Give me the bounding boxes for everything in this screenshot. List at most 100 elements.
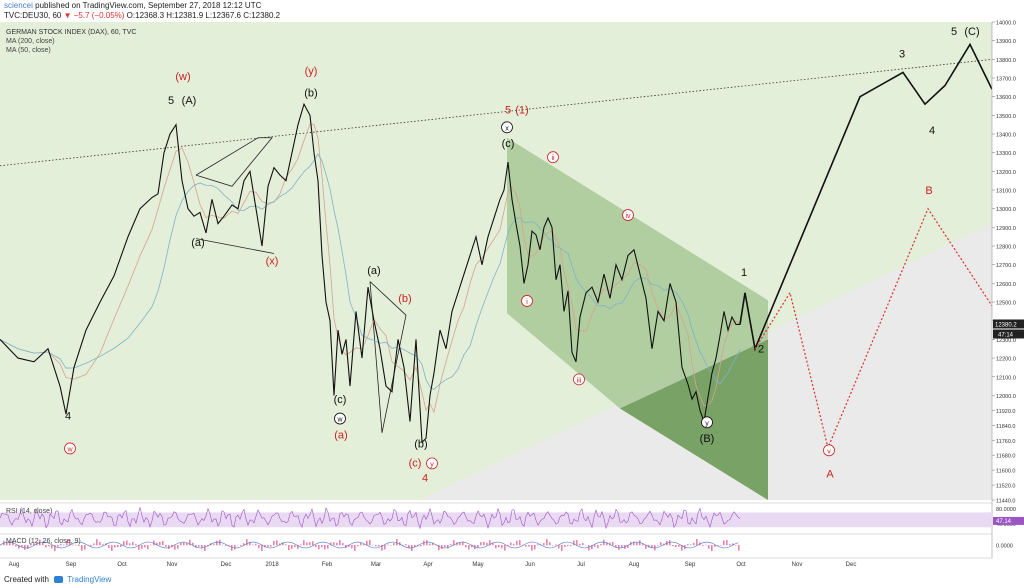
time-tick-label-3: Nov (167, 562, 178, 568)
macd-bar (48, 545, 50, 547)
time-tick-label-11: Jul (577, 562, 585, 568)
tradingview-logo-icon (54, 575, 64, 583)
macd-bar (78, 545, 80, 546)
macd-bar (24, 545, 26, 550)
macd-bar (672, 545, 674, 546)
macd-bar (456, 542, 458, 546)
macd-bar (174, 545, 176, 550)
macd-bar (306, 542, 308, 546)
macd-bar (276, 540, 278, 546)
macd-bar (519, 540, 521, 546)
wave-label-16: y (430, 461, 434, 468)
chart-canvas[interactable]: 4 w 5 (A) (w) (a) (x) (y) (b) (a) (b) (c) w (a) (b) (c)… (0, 0, 1024, 572)
macd-bar (405, 544, 407, 546)
macd-bar (153, 540, 155, 546)
macd-bar (702, 545, 704, 546)
wave-label-36: A (826, 469, 834, 481)
tradingview-brand[interactable]: TradingView (67, 575, 112, 584)
macd-bar (645, 545, 647, 549)
macd-bar (72, 544, 74, 546)
macd-bar (441, 545, 443, 549)
macd-bar (42, 542, 44, 546)
published-text: published on TradingView.com, September … (35, 1, 262, 10)
rsi-title: RSI (14, close) (6, 508, 52, 515)
macd-bar (318, 545, 320, 550)
macd-bar (636, 542, 638, 546)
macd-bar (255, 543, 257, 546)
macd-bar (600, 543, 602, 546)
macd-bar (267, 545, 269, 547)
macd-bar (513, 543, 515, 546)
macd-bar (576, 540, 578, 546)
macd-bar (453, 540, 455, 546)
price-tick-label-21: 11920.0 (996, 409, 1015, 415)
macd-bar (111, 545, 113, 551)
macd-bar (504, 545, 506, 551)
macd-bar (141, 545, 143, 549)
macd-bar (6, 542, 8, 546)
macd-bar (366, 540, 368, 546)
wave-label-8: (b) (304, 88, 317, 100)
price-tick-label-11: 12900.0 (996, 226, 1016, 232)
macd-bar (501, 545, 503, 549)
macd-bar (162, 540, 164, 546)
macd-bar (150, 544, 152, 546)
macd-bar (270, 545, 272, 547)
macd-bar (279, 543, 281, 546)
price-tick-label-9: 13100.0 (996, 189, 1016, 195)
time-tick-label-14: Oct (736, 562, 746, 568)
macd-bar (147, 545, 149, 550)
macd-bar (492, 543, 494, 546)
macd-bar (714, 545, 716, 547)
wave-label-14: (b) (414, 439, 427, 451)
macd-bar (732, 543, 734, 546)
macd-bar (657, 545, 659, 546)
macd-bar (642, 543, 644, 546)
macd-bar (327, 545, 329, 549)
wave-label-21: (c) (502, 138, 515, 150)
wave-label-18: 5 (505, 104, 511, 116)
macd-bar (693, 542, 695, 546)
triangle-pattern-left (195, 137, 273, 187)
macd-bar (525, 545, 527, 547)
price-tick-label-20: 12000.0 (996, 394, 1016, 400)
macd-bar (51, 545, 53, 549)
macd-bar (333, 542, 335, 546)
macd-bar (339, 539, 341, 546)
created-with-text: Created with (4, 575, 49, 584)
macd-bar (258, 545, 260, 549)
macd-bar (660, 542, 662, 546)
wave-label-13: (a) (334, 429, 347, 441)
wave-label-28: 1 (741, 267, 747, 279)
wave-label-26: y (705, 420, 709, 427)
macd-bar (39, 539, 41, 546)
macd-bar (621, 545, 623, 548)
macd-bar (156, 542, 158, 546)
macd-bar (678, 545, 680, 547)
macd-bar (633, 541, 635, 546)
time-tick-label-15: Nov (792, 562, 803, 568)
macd-bar (93, 543, 95, 546)
macd-bar (432, 542, 434, 546)
author-link[interactable]: sciencei (4, 1, 33, 10)
rsi-tick-label-0: 80.0000 (996, 507, 1016, 513)
time-tick-label-9: May (472, 562, 483, 568)
macd-bar (294, 545, 296, 548)
footer-bar: Created with TradingView (0, 572, 1024, 588)
wave-label-circle-26 (701, 416, 713, 429)
time-tick-label-8: Apr (423, 562, 432, 568)
wave-label-circle-25 (622, 209, 634, 221)
macd-bar (315, 545, 317, 548)
wave-label-17: 4 (422, 472, 428, 484)
macd-bar (312, 541, 314, 546)
time-tick-label-1: Sep (66, 562, 77, 568)
macd-bar (225, 545, 227, 546)
macd-bar (570, 545, 572, 547)
macd-bar (81, 545, 83, 551)
price-tick-label-4: 13600.0 (996, 95, 1016, 101)
macd-bar (363, 543, 365, 546)
macd-bar (573, 540, 575, 546)
countdown-label: 47:14 (998, 332, 1014, 338)
macd-bar (465, 545, 467, 548)
macd-bar (180, 542, 182, 546)
